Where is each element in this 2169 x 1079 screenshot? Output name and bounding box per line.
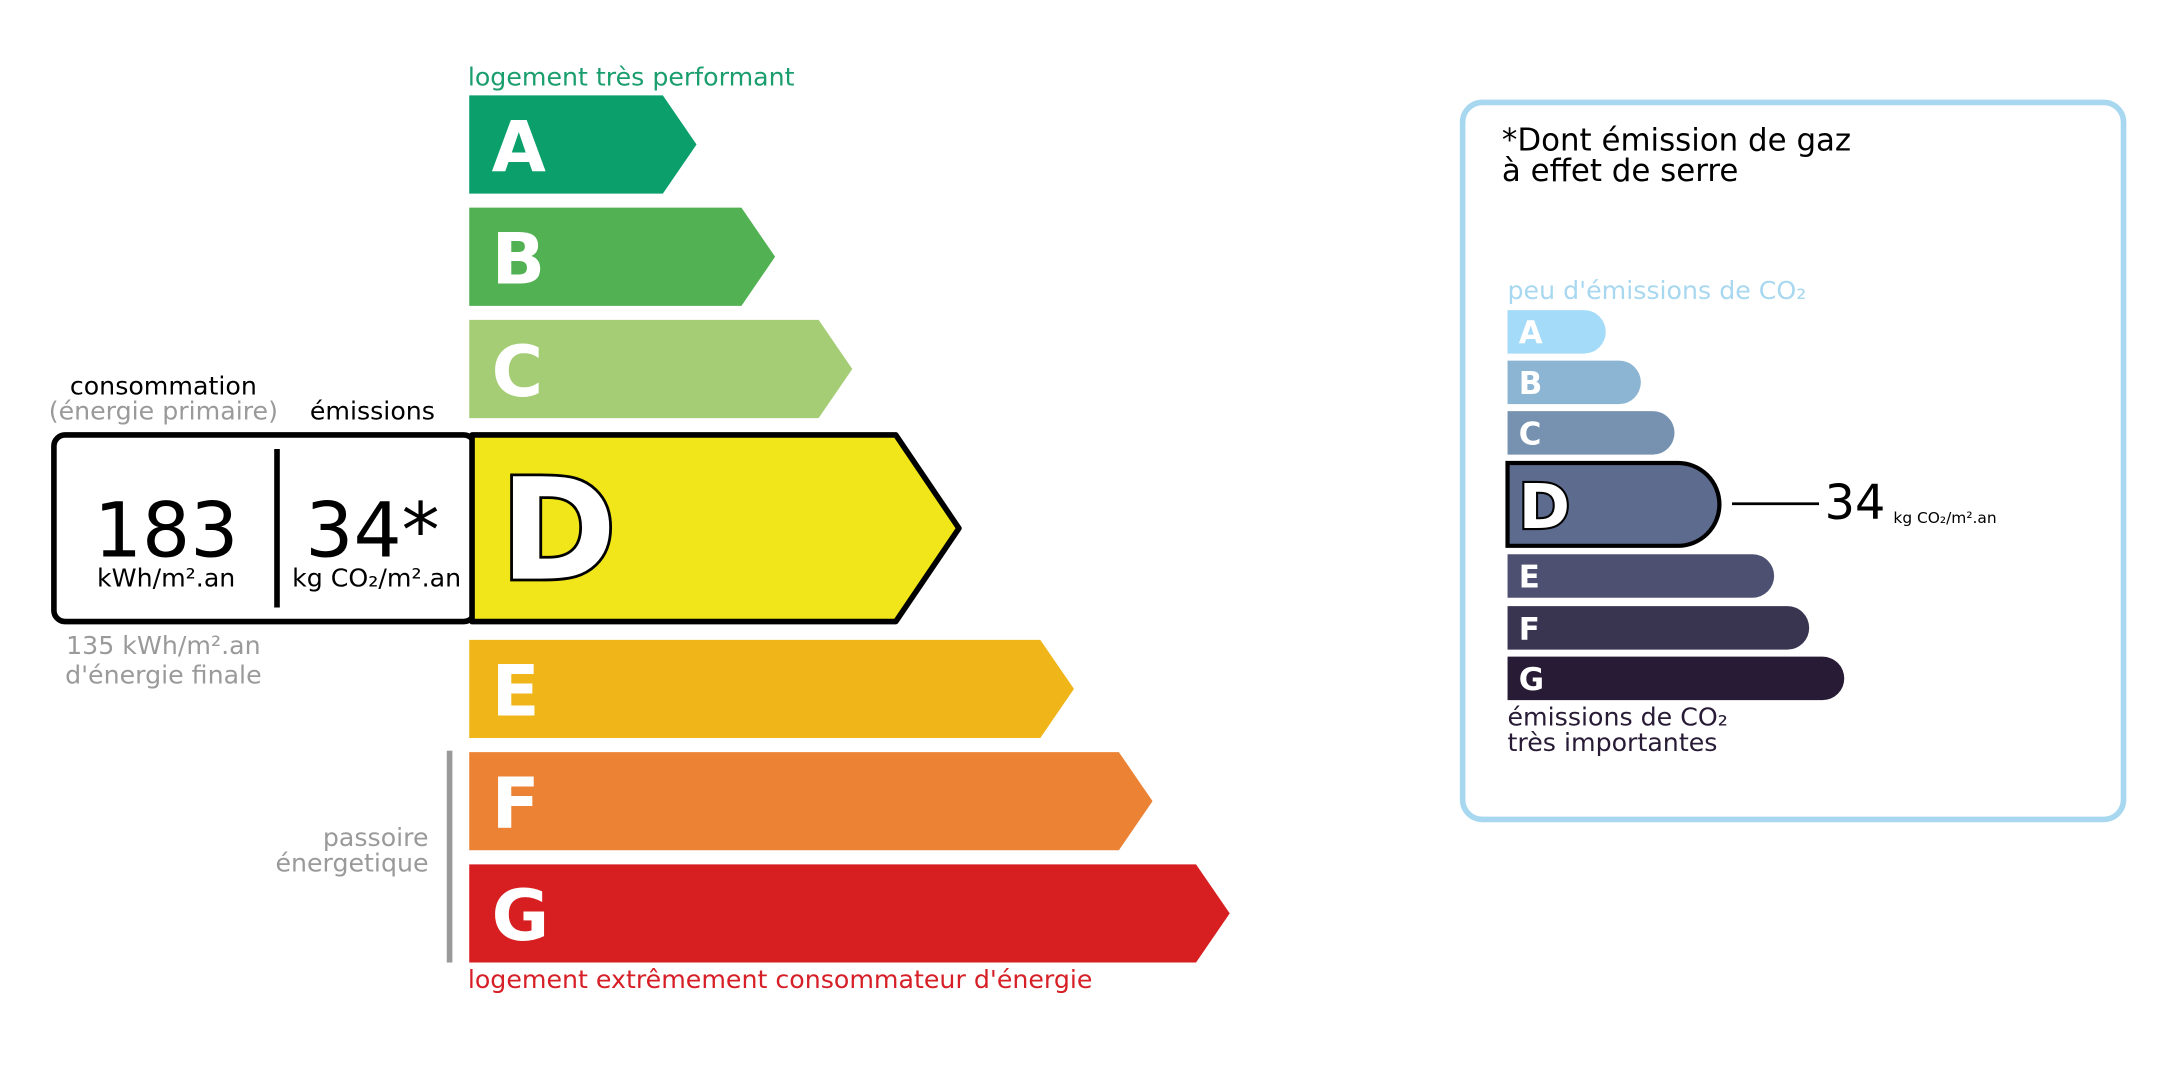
ges-unit: kg CO₂/m².an bbox=[1893, 509, 1996, 527]
ges-bar bbox=[1507, 606, 1810, 650]
energy-class-letter: B bbox=[492, 219, 545, 301]
passoire-bar bbox=[446, 750, 453, 963]
ges-value: 34 bbox=[1825, 476, 1886, 531]
emissions-title: émissions bbox=[310, 397, 435, 426]
ges-class-letter: D bbox=[1519, 471, 1570, 543]
energy-bar bbox=[469, 864, 1230, 963]
energy-class-letter: A bbox=[492, 106, 546, 188]
ges-bar bbox=[1505, 460, 1722, 548]
ges-top-label: peu d'émissions de CO₂ bbox=[1508, 276, 1807, 305]
ges-bottom-label: très importantes bbox=[1508, 728, 1718, 757]
emissions-value: 34* bbox=[305, 486, 439, 574]
final-energy: 135 kWh/m².an bbox=[66, 631, 261, 660]
ges-bottom-label: émissions de CO₂ bbox=[1508, 702, 1728, 731]
final-energy: d'énergie finale bbox=[65, 660, 262, 689]
ges-class-letter: E bbox=[1519, 559, 1540, 595]
ges-bar bbox=[1507, 554, 1775, 598]
energy-bar bbox=[469, 207, 776, 306]
consumption-value: 183 bbox=[94, 486, 239, 574]
energy-class-letter: F bbox=[492, 763, 540, 845]
emissions-unit: kg CO₂/m².an bbox=[292, 564, 461, 593]
energy-bar bbox=[469, 432, 962, 625]
ges-class-letter: G bbox=[1519, 662, 1544, 698]
ges-title: à effet de serre bbox=[1502, 153, 1738, 189]
energy-class-letter: D bbox=[500, 450, 616, 613]
ges-class-letter: C bbox=[1519, 416, 1542, 452]
ges-bar bbox=[1507, 360, 1641, 405]
consumption-subtitle: (énergie primaire) bbox=[49, 397, 278, 426]
energy-bar bbox=[469, 752, 1153, 851]
ges-class-letter: B bbox=[1519, 366, 1543, 402]
energy-bar bbox=[469, 95, 697, 194]
energy-bar bbox=[469, 639, 1074, 739]
energy-class-letter: C bbox=[492, 331, 543, 413]
ges-class-letter: F bbox=[1519, 611, 1540, 647]
bottom-label: logement extrêmement consommateur d'éner… bbox=[468, 965, 1093, 994]
consumption-unit: kWh/m².an bbox=[97, 564, 235, 593]
ges-bar bbox=[1507, 411, 1675, 455]
ges-class-letter: A bbox=[1519, 315, 1543, 351]
top-label: logement très performant bbox=[468, 63, 795, 92]
energy-class-letter: G bbox=[492, 875, 550, 957]
consumption-title: consommation bbox=[70, 371, 257, 400]
passoire-label: énergetique bbox=[275, 848, 428, 877]
energy-class-letter: E bbox=[492, 651, 540, 733]
ges-title: *Dont émission de gaz bbox=[1502, 122, 1851, 158]
energy-bar bbox=[469, 319, 853, 419]
ges-bar bbox=[1507, 656, 1845, 701]
passoire-label: passoire bbox=[323, 823, 429, 852]
ges-bar bbox=[1507, 310, 1606, 354]
